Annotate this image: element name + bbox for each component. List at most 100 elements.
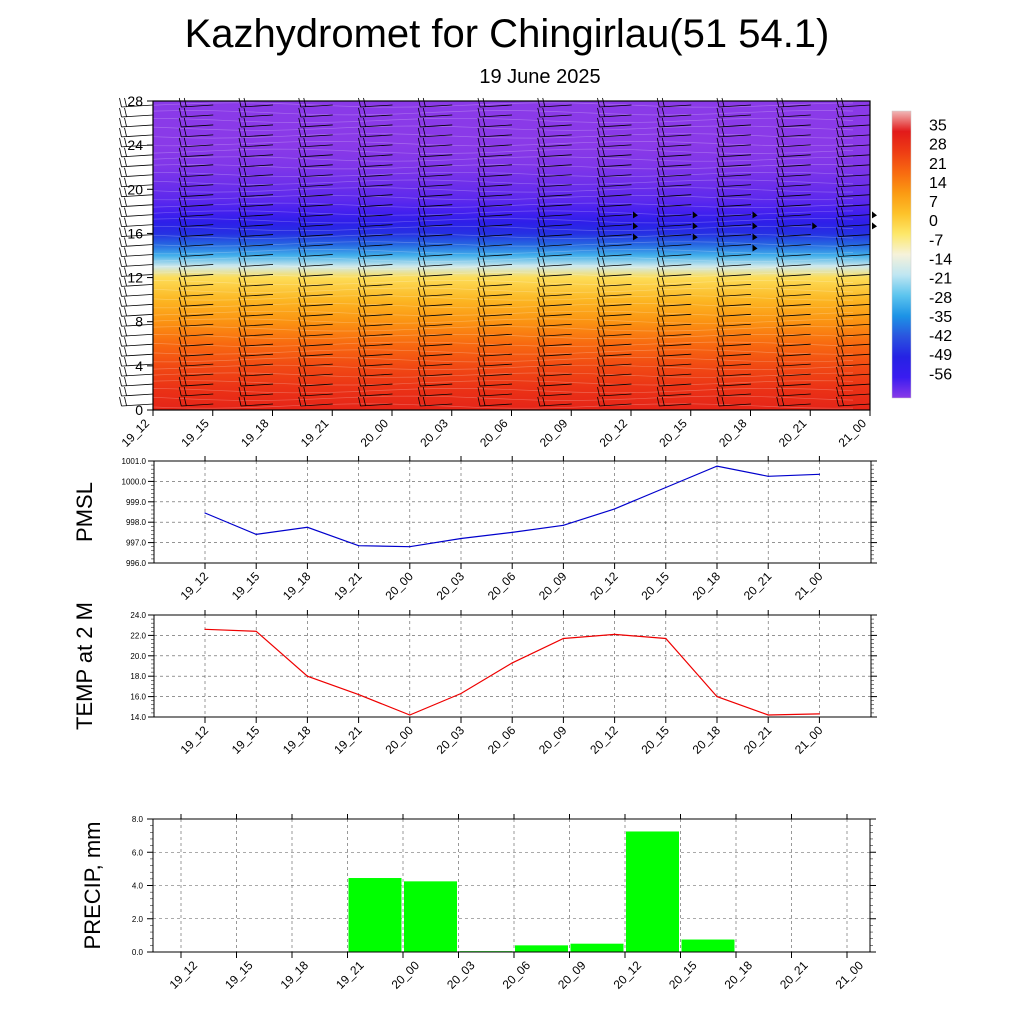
wind-barb-feather xyxy=(482,117,486,127)
wind-barb-shaft xyxy=(121,114,154,118)
wind-barb-feather xyxy=(119,376,122,387)
wind-barb-shaft xyxy=(838,234,871,237)
wind-barb-feather xyxy=(841,177,844,187)
wind-barb-shaft xyxy=(181,303,214,307)
wind-barb-feather xyxy=(178,117,182,128)
wind-barb-shaft xyxy=(300,264,333,267)
wind-barb-feather xyxy=(716,217,720,227)
wind-barb-feather xyxy=(178,157,182,167)
wind-barb-feather xyxy=(482,257,486,267)
wind-barb-feather xyxy=(776,157,780,167)
wind-barb-shaft xyxy=(599,403,632,407)
wind-barb-feather xyxy=(597,177,600,187)
wind-barb-feather xyxy=(477,257,481,267)
wind-barb-feather xyxy=(542,307,546,316)
wind-barb-shaft xyxy=(599,363,632,367)
wind-barb-feather xyxy=(542,187,546,197)
wind-barb-feather xyxy=(537,357,541,367)
x-tick-label: 19_21 xyxy=(331,723,365,757)
wind-barb-feather xyxy=(661,337,665,346)
wind-barb-feather xyxy=(656,167,660,177)
wind-barb-shaft xyxy=(300,373,333,377)
wind-barb-feather xyxy=(781,267,785,277)
wind-barb-feather xyxy=(422,257,426,267)
wind-barb-feather xyxy=(422,367,426,376)
wind-barb-shaft xyxy=(420,224,453,227)
wind-barb-shaft xyxy=(479,343,513,347)
wind-barb-shaft xyxy=(360,403,393,407)
wind-barb-shaft xyxy=(479,234,513,237)
wind-barb-feather xyxy=(358,376,361,387)
wind-barb-feather xyxy=(417,297,421,307)
wind-barb-feather xyxy=(363,396,366,406)
wind-barb-feather xyxy=(358,347,361,357)
pmsl-point xyxy=(665,486,667,489)
wind-barb-feather xyxy=(836,187,839,197)
wind-barb-shaft xyxy=(300,293,333,297)
wind-barb-shaft xyxy=(121,274,154,277)
wind-barb-feather xyxy=(298,337,302,347)
wind-barb-feather xyxy=(537,137,541,147)
wind-barb-feather xyxy=(597,337,600,347)
wind-barb-shaft xyxy=(778,124,811,128)
wind-barb-feather xyxy=(482,197,486,207)
wind-barb-feather xyxy=(298,127,302,137)
isotherm-line xyxy=(152,349,854,355)
wind-barb-feather xyxy=(841,107,844,117)
wind-barb-pennant xyxy=(633,233,638,241)
wind-barb-shaft xyxy=(300,194,333,198)
wind-barb-feather xyxy=(781,127,785,137)
wind-barb-shaft xyxy=(539,244,572,247)
wind-barb-feather xyxy=(238,187,242,197)
wind-barb-shaft xyxy=(659,313,692,317)
wind-barb-shaft xyxy=(360,234,393,237)
wind-barb-feather xyxy=(303,187,307,197)
wind-barb-feather xyxy=(243,357,247,366)
wind-barb-feather xyxy=(124,227,127,237)
wind-barb-feather xyxy=(183,337,187,346)
wind-barb-shaft xyxy=(121,194,154,198)
wind-barb-feather xyxy=(119,367,122,377)
wind-barb-shaft xyxy=(240,254,274,257)
wind-barb-feather xyxy=(417,337,421,347)
wind-barb-feather xyxy=(836,137,839,147)
wind-barb-feather xyxy=(119,107,122,118)
wind-barb-feather xyxy=(841,237,844,247)
wind-barb-shaft xyxy=(778,333,811,337)
wind-barb-feather xyxy=(417,237,421,247)
wind-barb-shaft xyxy=(360,144,393,148)
wind-barb-feather xyxy=(716,317,720,327)
isotherm-line xyxy=(152,372,854,378)
wind-barb-feather xyxy=(183,386,187,396)
wind-barb-shaft xyxy=(838,363,871,367)
page-subtitle: 19 June 2025 xyxy=(479,66,601,88)
wind-barb-feather xyxy=(417,177,421,187)
wind-barb-feather xyxy=(243,157,247,167)
wind-barb-shaft xyxy=(718,214,752,218)
wind-barb-feather xyxy=(298,237,302,247)
wind-barb-feather xyxy=(363,127,366,137)
wind-barb-feather xyxy=(602,157,605,167)
wind-barb-feather xyxy=(238,227,242,237)
wind-barb-feather xyxy=(841,227,844,237)
wind-barb-feather xyxy=(656,267,660,277)
colorbar-label: -21 xyxy=(929,271,952,288)
wind-barb-feather xyxy=(238,137,242,147)
wind-barb-feather xyxy=(721,287,725,296)
wind-barb-shaft xyxy=(539,194,572,198)
wind-barb-feather xyxy=(363,267,366,277)
wind-barb-feather xyxy=(542,376,546,386)
x-tick-label: 20_12 xyxy=(611,958,645,992)
wind-barb-feather xyxy=(602,217,605,227)
wind-barb-shaft xyxy=(121,174,154,178)
wind-barb-shaft xyxy=(659,264,692,267)
wind-barb-feather xyxy=(124,357,127,366)
wind-barb-feather xyxy=(602,367,605,376)
wind-barb-feather xyxy=(477,197,481,207)
wind-barb-feather xyxy=(422,107,426,117)
wind-barb-shaft xyxy=(360,224,393,227)
wind-barb-feather xyxy=(656,177,660,187)
wind-barb-feather xyxy=(477,327,481,337)
wind-barb-feather xyxy=(238,376,242,387)
wind-barb-feather xyxy=(656,367,660,377)
